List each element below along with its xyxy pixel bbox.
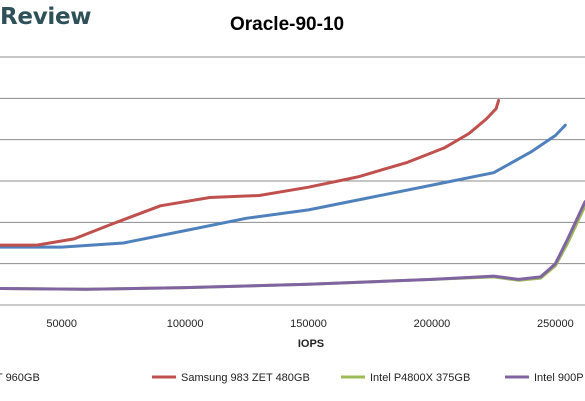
legend-label: Intel P4800X 375GB	[370, 372, 470, 384]
x-tick-label: 150000	[290, 318, 327, 330]
series-line-1	[0, 123, 567, 249]
x-tick-label: 50000	[46, 318, 77, 330]
x-tick-label: 100000	[167, 318, 204, 330]
x-axis-title: IOPS	[298, 338, 324, 350]
x-tick-label: 250000	[537, 318, 574, 330]
legend-label: Samsung 983 ZET 960GB	[0, 372, 40, 384]
legend-label: Samsung 983 ZET 480GB	[181, 372, 310, 384]
chart-title: Oracle-90-10	[230, 14, 345, 35]
series-line-2	[0, 98, 501, 247]
series-line-4	[0, 200, 585, 291]
brand-logo-text: Review	[0, 4, 92, 30]
legend-label: Intel 900P	[534, 372, 584, 384]
x-tick-label: 200000	[414, 318, 451, 330]
